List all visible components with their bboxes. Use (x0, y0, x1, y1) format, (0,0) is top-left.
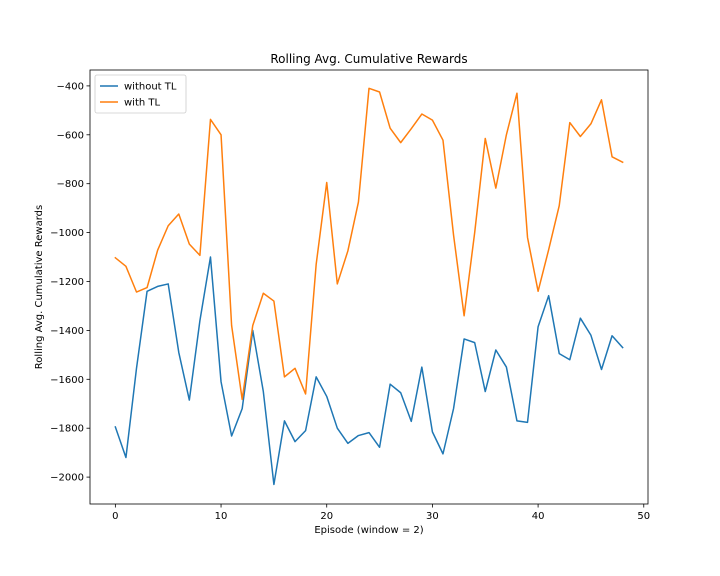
y-tick-label: −600 (57, 130, 84, 141)
x-tick-label: 30 (426, 511, 439, 522)
legend-label-2: with TL (124, 98, 161, 109)
x-axis-label: Episode (window = 2) (314, 525, 423, 536)
axes: 0 10 20 30 40 50 −2000 −1800 −1600 −1400 −1200 −100… (50, 69, 650, 522)
legend-label-1: without TL (124, 82, 177, 93)
y-axis-label: Rolling Avg. Cumulative Rewards (34, 205, 45, 369)
x-tick-label: 20 (320, 511, 333, 522)
legend: without TL with TL (94, 74, 187, 114)
y-tick-label: −400 (57, 81, 84, 92)
series-line-1 (114, 256, 624, 486)
y-tick-label: −1600 (50, 375, 84, 386)
y-tick-label: −800 (57, 179, 84, 190)
legend-box (94, 74, 187, 114)
plot-area (114, 87, 624, 486)
chart-title: Rolling Avg. Cumulative Rewards (270, 52, 467, 66)
series-line-2 (114, 87, 624, 401)
axes-frame (89, 69, 649, 505)
y-tick-label: −1200 (50, 277, 84, 288)
x-tick-label: 50 (637, 511, 650, 522)
x-tick-label: 0 (112, 511, 118, 522)
y-tick-label: −1800 (50, 424, 84, 435)
x-tick-label: 10 (215, 511, 228, 522)
y-tick-label: −1400 (50, 326, 84, 337)
x-tick-label: 40 (532, 511, 545, 522)
y-tick-label: −1000 (50, 228, 84, 239)
y-tick-label: −2000 (50, 473, 84, 484)
